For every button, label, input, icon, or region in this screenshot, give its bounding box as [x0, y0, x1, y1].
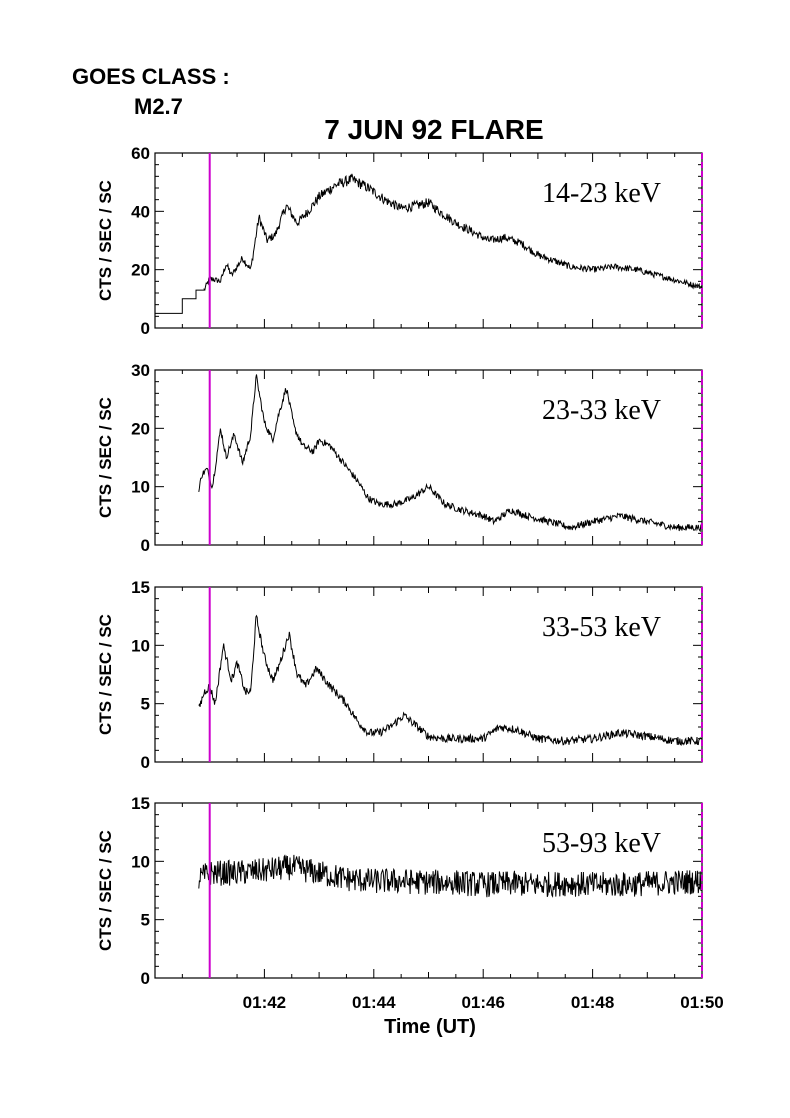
x-tick-label: 01:48 — [571, 993, 614, 1012]
y-tick-label: 30 — [131, 361, 150, 380]
goes-class-value: M2.7 — [134, 94, 183, 119]
energy-band-label: 53-93 keV — [542, 828, 661, 859]
panel-3: 0 5 10 15 CTS / SEC / SC 33-53 keV — [96, 578, 703, 772]
panel-4: 0 5 10 15 CTS / SEC / SC 53-93 keV — [96, 794, 703, 988]
panel-2: 0 10 20 30 CTS / SEC / SC 23-33 keV — [96, 361, 703, 555]
y-tick-label: 5 — [141, 695, 150, 714]
y-tick-label: 15 — [131, 578, 150, 597]
y-tick-label: 5 — [141, 911, 150, 930]
y-axis-title: CTS / SEC / SC — [96, 614, 115, 735]
goes-class-label: GOES CLASS : — [72, 64, 230, 89]
y-tick-label: 10 — [131, 478, 150, 497]
energy-band-label: 23-33 keV — [542, 395, 661, 426]
y-tick-label: 0 — [141, 753, 150, 772]
panels-group: 0 20 40 60 CTS / SEC / SC 14-23 keV 0 10 20 30 CTS… — [96, 144, 724, 1012]
data-trace — [198, 614, 702, 746]
y-tick-label: 10 — [131, 636, 150, 655]
data-trace — [198, 374, 703, 533]
panel-1: 0 20 40 60 CTS / SEC / SC 14-23 keV — [96, 144, 703, 338]
y-tick-label: 0 — [141, 969, 150, 988]
y-tick-label: 0 — [141, 536, 150, 555]
y-axis-title: CTS / SEC / SC — [96, 180, 115, 301]
y-tick-label: 20 — [131, 419, 150, 438]
x-tick-label: 01:50 — [680, 993, 723, 1012]
data-trace — [198, 854, 703, 898]
y-tick-label: 0 — [141, 319, 150, 338]
y-axis-title: CTS / SEC / SC — [96, 830, 115, 951]
energy-band-label: 14-23 keV — [542, 178, 661, 209]
energy-band-label: 33-53 keV — [542, 612, 661, 643]
y-tick-label: 10 — [131, 852, 150, 871]
y-tick-label: 40 — [131, 202, 150, 221]
y-tick-label: 20 — [131, 261, 150, 280]
x-tick-label: 01:42 — [243, 993, 286, 1012]
y-tick-label: 60 — [131, 144, 150, 163]
x-axis-title: Time (UT) — [384, 1016, 476, 1038]
data-trace — [155, 173, 703, 314]
y-tick-label: 15 — [131, 794, 150, 813]
chart-title: 7 JUN 92 FLARE — [324, 114, 543, 145]
x-tick-label: 01:44 — [352, 993, 396, 1012]
x-tick-label: 01:46 — [461, 993, 504, 1012]
y-axis-title: CTS / SEC / SC — [96, 397, 115, 518]
